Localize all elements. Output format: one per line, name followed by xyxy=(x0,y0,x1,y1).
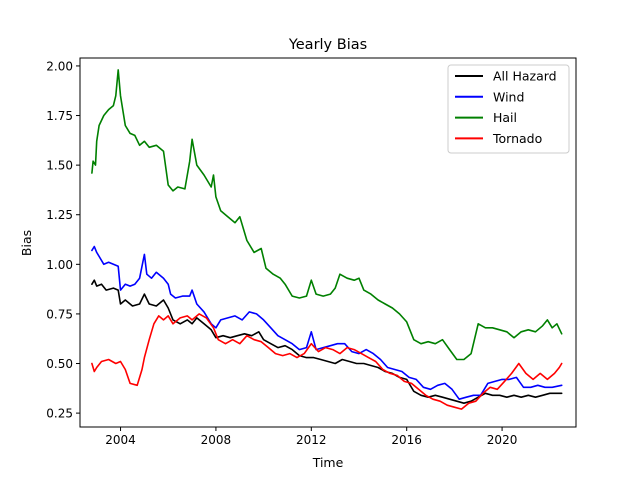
plot-lines xyxy=(91,69,563,410)
x-tick-label: 2016 xyxy=(391,433,422,447)
legend-box xyxy=(447,64,570,154)
series-line-tornado xyxy=(91,313,563,410)
series-line-wind xyxy=(91,245,563,400)
x-tick-label: 2012 xyxy=(296,433,327,447)
y-axis-label: Bias xyxy=(19,230,34,256)
x-tick-label: 2004 xyxy=(105,433,136,447)
x-tick-label: 2020 xyxy=(487,433,518,447)
y-tick-label: 1.50 xyxy=(46,159,73,173)
legend-label: Tornado xyxy=(492,131,542,146)
y-tick-label: 1.00 xyxy=(46,258,73,272)
series-line-hail xyxy=(91,69,563,361)
y-tick-label: 0.50 xyxy=(46,357,73,371)
y-tick-label: 1.25 xyxy=(46,208,73,222)
x-axis-ticks: 2004 2008 2012 2016 2020 xyxy=(105,427,517,447)
legend-label: Wind xyxy=(493,89,524,104)
x-axis-label: Time xyxy=(312,455,344,470)
y-tick-label: 0.75 xyxy=(46,307,73,321)
y-axis-ticks: 0.25 0.50 0.75 1.00 1.25 1.50 1.75 2.00 xyxy=(46,59,80,421)
plot-frame xyxy=(79,57,577,428)
y-tick-label: 1.75 xyxy=(46,109,73,123)
legend-label: Hail xyxy=(493,110,517,125)
x-tick-label: 2008 xyxy=(201,433,232,447)
series-line-all-hazard xyxy=(91,279,563,404)
y-tick-label: 2.00 xyxy=(46,59,73,73)
legend: All Hazard Wind Hail Tornado xyxy=(447,64,570,154)
legend-label: All Hazard xyxy=(493,69,557,84)
chart-title: Yearly Bias xyxy=(288,37,367,53)
y-tick-label: 0.25 xyxy=(46,407,73,421)
